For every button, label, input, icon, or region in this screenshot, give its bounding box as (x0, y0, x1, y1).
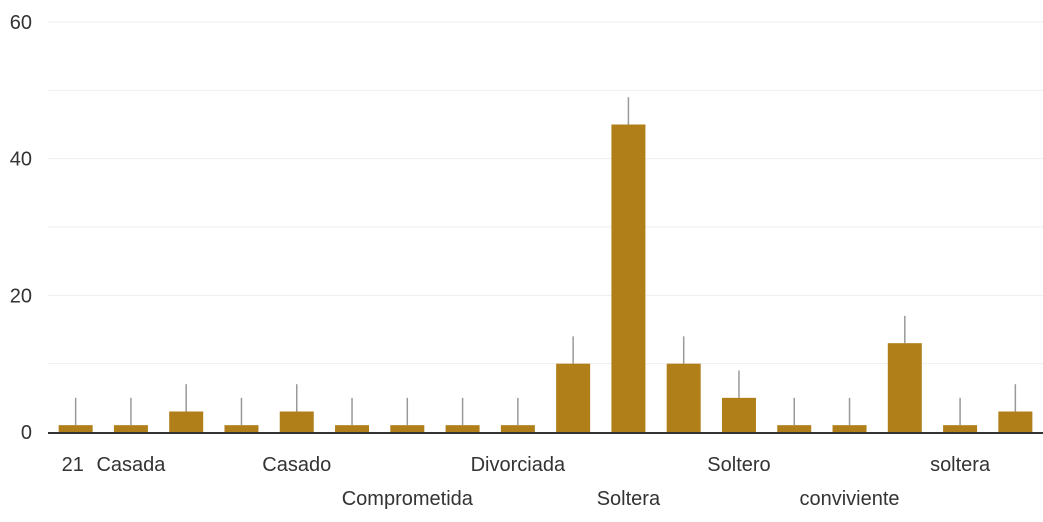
x-tick-label: conviviente (799, 488, 899, 510)
bar (998, 411, 1033, 432)
bar (445, 425, 480, 432)
error-bars (74, 97, 1017, 426)
bars (58, 124, 1033, 432)
bar (390, 425, 425, 432)
x-tick-label: soltera (930, 454, 991, 476)
y-axis-tick-labels: 0 20 40 60 (10, 12, 32, 444)
grid-lines (48, 21, 1043, 365)
x-tick-label: 21 (62, 454, 84, 476)
bar (556, 363, 591, 432)
bar (58, 425, 93, 432)
bar (611, 124, 646, 432)
y-tick-label: 60 (10, 12, 32, 34)
x-tick-label: Casado (262, 454, 331, 476)
bar (500, 425, 535, 432)
bar (777, 425, 812, 432)
y-tick-label: 40 (10, 149, 32, 171)
x-tick-label: Divorciada (471, 454, 566, 476)
bar (943, 425, 978, 432)
x-tick-label: Soltero (707, 454, 770, 476)
bar (335, 425, 370, 432)
bar (666, 363, 701, 432)
bar (279, 411, 314, 432)
x-tick-label: Comprometida (342, 488, 474, 510)
y-tick-label: 0 (21, 422, 32, 444)
x-tick-label: Casada (96, 454, 166, 476)
bar (224, 425, 259, 432)
bar (721, 397, 756, 432)
x-tick-label: Soltera (597, 488, 661, 510)
y-tick-label: 20 (10, 285, 32, 307)
bar (887, 343, 922, 432)
bar (169, 411, 204, 432)
bar (113, 425, 148, 432)
x-axis-tick-labels: 21 Casada Casado Comprometida Divorciada Solt… (62, 454, 991, 510)
bar (832, 425, 867, 432)
